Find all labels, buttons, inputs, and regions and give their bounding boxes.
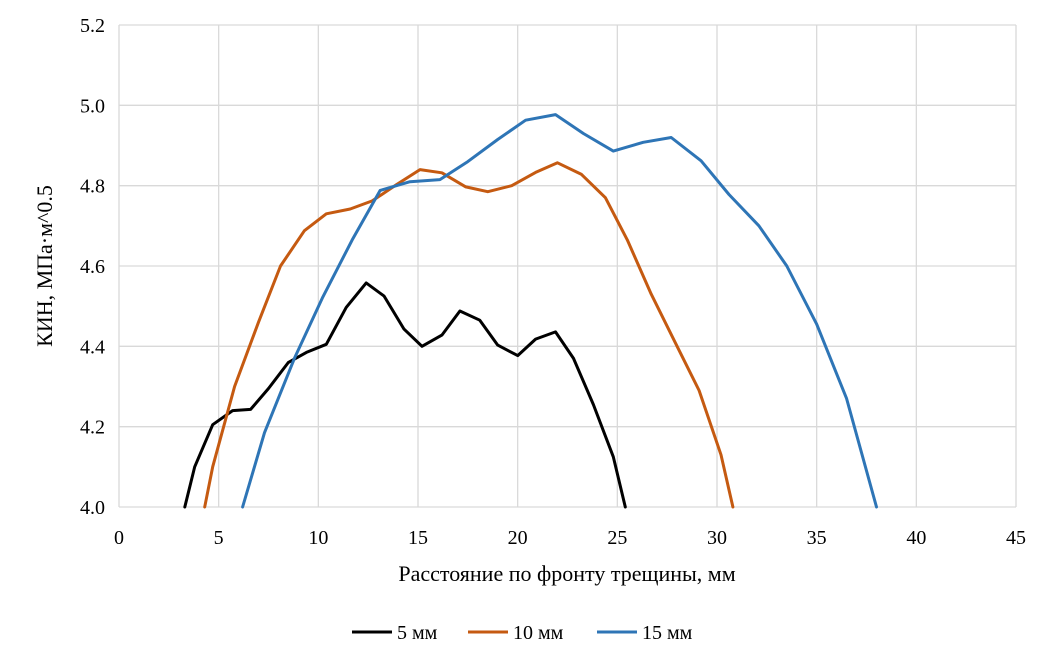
series-lines	[183, 113, 878, 509]
y-tick-label: 4.8	[80, 176, 105, 198]
y-tick-label: 5.2	[80, 15, 105, 37]
legend-label: 10 мм	[513, 622, 564, 644]
x-tick-label: 40	[906, 527, 926, 549]
y-tick-label: 5.0	[80, 95, 105, 117]
y-axis-title: КИН, МПа·м^0.5	[32, 185, 57, 347]
y-tick-label: 4.6	[80, 256, 105, 278]
x-tick-label: 10	[308, 527, 328, 549]
legend-label: 5 мм	[397, 622, 438, 644]
y-tick-label: 4.0	[80, 497, 105, 519]
y-tick-labels: 4.0 4.2 4.4 4.6 4.8 5.0 5.2	[80, 15, 105, 519]
series-line-2	[203, 161, 735, 509]
x-tick-label: 45	[1006, 527, 1026, 549]
x-tick-label: 5	[214, 527, 224, 549]
x-tick-label: 30	[707, 527, 727, 549]
gridlines	[118, 24, 1017, 508]
x-axis-title: Расстояние по фронту трещины, мм	[398, 561, 735, 586]
x-tick-label: 15	[408, 527, 428, 549]
series-line-1	[183, 281, 627, 509]
x-tick-label: 0	[114, 527, 124, 549]
x-tick-label: 35	[807, 527, 827, 549]
legend: 5 мм 10 мм 15 мм	[352, 622, 693, 644]
series-line-3	[241, 113, 878, 509]
y-tick-label: 4.2	[80, 417, 105, 439]
x-tick-labels: 0 5 10 15 20 25 30 35 40 45	[114, 527, 1026, 549]
x-tick-label: 20	[508, 527, 528, 549]
x-tick-label: 25	[607, 527, 627, 549]
y-tick-label: 4.4	[80, 336, 105, 358]
legend-label: 15 мм	[642, 622, 693, 644]
